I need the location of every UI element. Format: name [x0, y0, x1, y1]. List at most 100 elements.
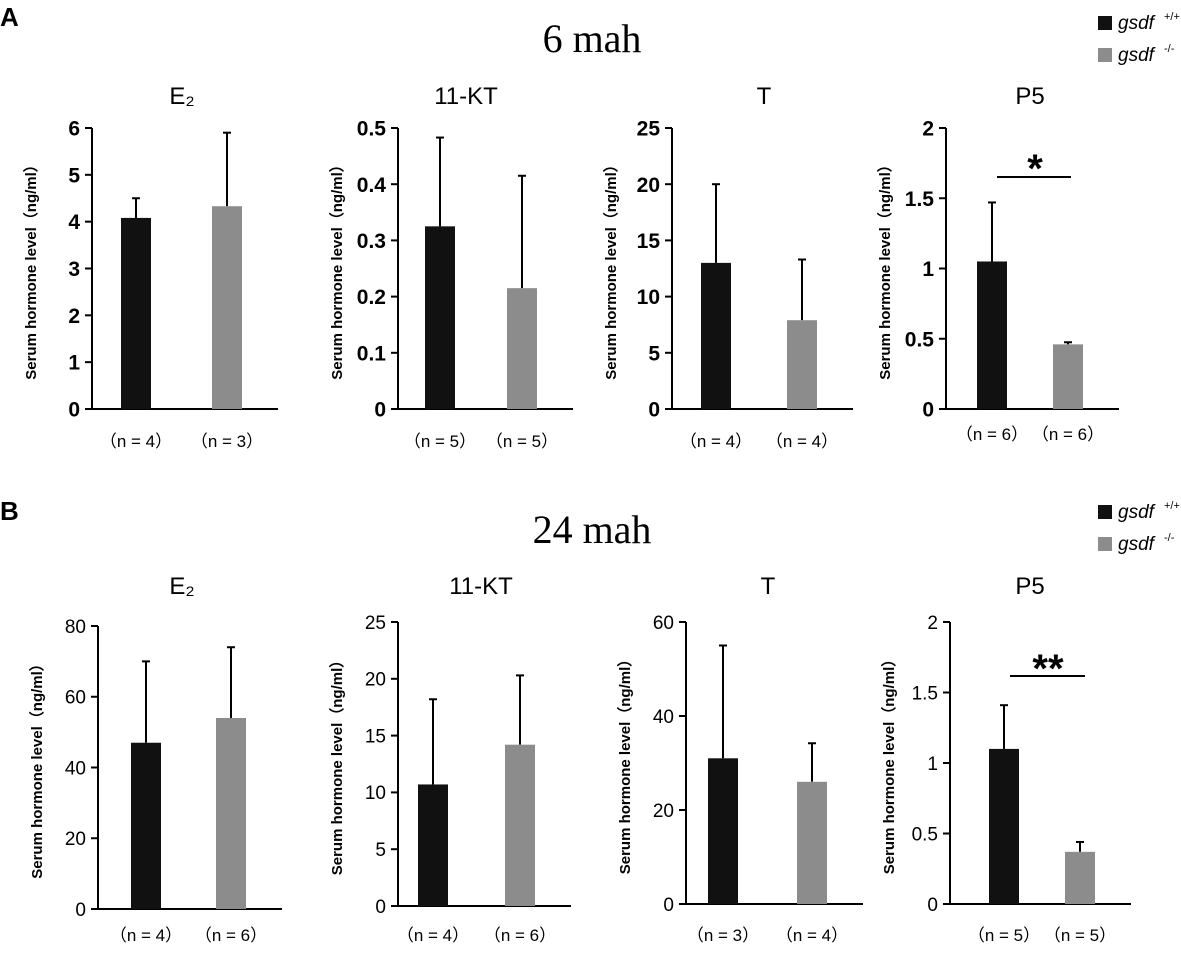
- n-label: （n = 4）: [397, 926, 469, 945]
- y-tick-label: 2: [927, 613, 938, 634]
- legend-swatch-wt: [1098, 505, 1112, 519]
- y-tick-label: 10: [637, 286, 660, 309]
- y-tick-label: 1.5: [912, 683, 938, 704]
- chart-b-4: P5 Serum hormone level（ng/ml） 0 0.5 1 1.5 2 （n …: [880, 573, 1131, 945]
- y-tick-label: 0: [922, 399, 934, 422]
- y-tick-label: 5: [375, 840, 386, 861]
- legend-label-wt: gsdf: [1118, 13, 1156, 34]
- y-tick-label: 20: [65, 829, 86, 850]
- n-label: （n = 5）: [1044, 926, 1116, 945]
- bar-ko: [216, 717, 246, 909]
- y-tick-label: 0.3: [357, 230, 386, 253]
- y-axis-label: Serum hormone level（ng/ml）: [602, 157, 620, 380]
- n-label: （n = 5）: [404, 432, 476, 451]
- n-label: （n = 5）: [486, 432, 558, 451]
- panel-letter: A: [0, 2, 19, 32]
- y-tick-label: 6: [68, 118, 80, 141]
- legend-sup-ko: -/-: [1164, 43, 1175, 55]
- n-label: （n = 5）: [968, 926, 1040, 945]
- bar-ko: [797, 781, 827, 904]
- chart-b-1: E₂ Serum hormone level（ng/ml） 0 20 40 60 80 （n …: [28, 573, 282, 945]
- y-tick-label: 60: [65, 688, 86, 709]
- y-tick-label: 0.2: [357, 286, 386, 309]
- y-tick-label: 1.5: [905, 188, 935, 211]
- panel-title-unit: mah: [573, 16, 642, 61]
- y-tick-label: 15: [637, 230, 661, 253]
- legend-sup-ko: -/-: [1164, 532, 1175, 544]
- y-tick-label: 80: [65, 617, 86, 638]
- chart-a-2: 11-KT Serum hormone level（ng/ml） 0 0.1 0.2 0.…: [328, 83, 573, 451]
- y-tick-label: 1: [922, 258, 934, 281]
- y-tick-label: 0: [75, 900, 86, 921]
- panel-title-number: 24: [533, 507, 573, 552]
- y-tick-label: 1: [927, 754, 938, 775]
- chart-title: T: [757, 83, 772, 110]
- y-tick-label: 0.1: [357, 342, 387, 365]
- bar-ko: [507, 288, 537, 409]
- bar-ko: [212, 206, 242, 409]
- legend-sup-wt: +/+: [1164, 500, 1180, 512]
- legend-label-ko: gsdf: [1118, 534, 1156, 555]
- chart-title: P5: [1015, 83, 1044, 110]
- legend-swatch-wt: [1098, 16, 1112, 30]
- bar-wt: [121, 217, 151, 409]
- legend-label-wt: gsdf: [1118, 502, 1156, 523]
- y-tick-label: 2: [68, 305, 80, 328]
- bar-wt: [418, 784, 448, 906]
- y-tick-label: 20: [365, 670, 386, 691]
- chart-b-3: T Serum hormone level（ng/ml） 0 20 40 60 （n = 3…: [616, 573, 863, 945]
- panel-title-number: 6: [543, 16, 563, 61]
- y-tick-label: 20: [637, 174, 660, 197]
- bar-wt: [977, 261, 1007, 409]
- y-tick-label: 0: [648, 399, 660, 422]
- bar-wt: [701, 262, 731, 409]
- y-tick-label: 40: [653, 707, 674, 728]
- y-axis-label: Serum hormone level（ng/ml）: [28, 656, 46, 879]
- panel-letter: B: [0, 496, 19, 526]
- y-axis-label: Serum hormone level（ng/ml）: [328, 157, 346, 380]
- chart-title: P5: [1015, 573, 1044, 600]
- y-tick-label: 5: [68, 164, 80, 187]
- n-label: （n = 6）: [195, 926, 267, 945]
- y-axis-label: Serum hormone level（ng/ml）: [328, 653, 346, 876]
- chart-title: 11-KT: [434, 83, 498, 110]
- y-axis-label: Serum hormone level（ng/ml）: [880, 652, 898, 875]
- n-label: （n = 4）: [766, 432, 838, 451]
- bar-wt: [708, 758, 738, 904]
- chart-title: E₂: [169, 573, 194, 600]
- y-tick-label: 2: [922, 118, 934, 141]
- legend-swatch-ko: [1098, 537, 1112, 551]
- y-tick-label: 0.5: [905, 328, 935, 351]
- legend-swatch-ko: [1098, 48, 1112, 62]
- y-tick-label: 60: [653, 613, 674, 634]
- y-tick-label: 0: [663, 895, 674, 916]
- bar-ko: [505, 744, 535, 906]
- n-label: （n = 4）: [680, 432, 752, 451]
- bar-wt: [131, 742, 161, 909]
- n-label: （n = 3）: [687, 926, 759, 945]
- y-tick-label: 40: [65, 758, 86, 779]
- n-label: （n = 6）: [484, 926, 556, 945]
- legend-sup-wt: +/+: [1164, 11, 1180, 23]
- significance-marker: **: [1032, 647, 1064, 691]
- chart-a-1: E₂ Serum hormone level（ng/ml） 0 1 2 3 4 5 6 （n = …: [22, 83, 278, 451]
- y-tick-label: 25: [365, 613, 386, 634]
- y-axis-label: Serum hormone level（ng/ml）: [616, 652, 634, 875]
- y-tick-label: 0.5: [357, 118, 387, 141]
- y-tick-label: 0.4: [357, 174, 387, 197]
- n-label: （n = 4）: [776, 926, 848, 945]
- chart-title: E₂: [169, 83, 194, 110]
- y-tick-label: 10: [365, 783, 386, 804]
- y-tick-label: 1: [68, 352, 80, 375]
- chart-title: T: [761, 573, 776, 600]
- n-label: （n = 6）: [1032, 425, 1104, 444]
- y-tick-label: 5: [648, 342, 660, 365]
- chart-b-2: 11-KT Serum hormone level（ng/ml） 0 5 10 15 20 2…: [328, 573, 571, 945]
- bar-ko: [1053, 344, 1083, 409]
- chart-a-4: P5 Serum hormone level（ng/ml） 0 0.5 1 1.5 2 （n …: [876, 83, 1119, 444]
- n-label: （n = 6）: [956, 425, 1028, 444]
- y-tick-label: 25: [637, 118, 661, 141]
- y-tick-label: 0.5: [912, 824, 938, 845]
